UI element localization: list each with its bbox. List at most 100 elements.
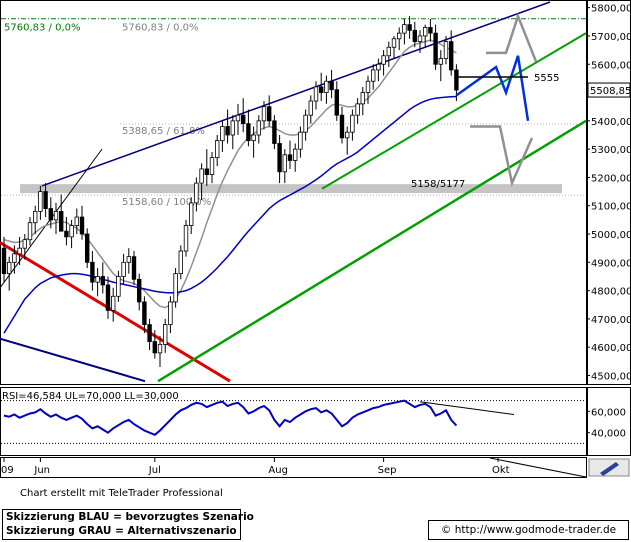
- candle: [225, 109, 230, 144]
- price-tick-label: 5200,00: [591, 173, 631, 184]
- legend-grey: Skizzierung GRAU = Alternativszenario: [6, 525, 237, 537]
- price-tick-label: 5700,00: [591, 32, 631, 43]
- candle-body: [100, 276, 105, 286]
- candle: [204, 149, 209, 186]
- candle-body: [79, 216, 85, 235]
- candle: [220, 120, 225, 152]
- rsi-panel-frame: [0, 387, 587, 456]
- price-axis: 4500,00 4600,00 4700,00 4800,00 4900,00 5000,…: [586, 4, 631, 383]
- candle-body: [17, 247, 22, 255]
- candle: [111, 287, 116, 322]
- candle: [433, 24, 438, 70]
- candle-body: [412, 29, 417, 43]
- candle-body: [417, 35, 423, 43]
- candle-body: [355, 103, 360, 116]
- candle: [131, 251, 137, 285]
- candle: [428, 18, 433, 42]
- candle: [48, 197, 53, 229]
- candle-body: [261, 106, 267, 122]
- candle-body: [22, 239, 27, 249]
- candle-body: [235, 114, 241, 122]
- candle-body: [131, 256, 137, 280]
- current-price-label: 5508,85: [590, 86, 631, 97]
- candle-body: [121, 261, 126, 277]
- candle: [365, 75, 371, 104]
- candle: [292, 143, 298, 172]
- rsi-tick-label: 60,000: [591, 407, 626, 418]
- annotations: 5555 5158/5177: [411, 73, 559, 190]
- candle-body: [194, 182, 199, 204]
- candle-body: [173, 273, 178, 303]
- candle: [183, 219, 189, 257]
- candle: [79, 205, 85, 240]
- candle: [194, 177, 199, 212]
- candle: [303, 109, 308, 141]
- current-price-box: [587, 82, 631, 98]
- candle: [422, 24, 428, 48]
- candle: [188, 197, 194, 235]
- candle-body: [324, 80, 329, 93]
- nav-button[interactable]: [588, 458, 630, 477]
- candle-body: [59, 210, 64, 232]
- level-label-high-mid: 5760,83 / 0,0%: [122, 23, 198, 34]
- candle: [334, 81, 339, 121]
- candle: [33, 205, 38, 235]
- candle-body: [339, 114, 345, 139]
- price-tick-label: 5800,00: [591, 4, 631, 15]
- candle: [344, 126, 350, 155]
- candle-body: [7, 261, 12, 275]
- candle-body: [402, 24, 407, 34]
- candle-body: [350, 114, 355, 133]
- candle: [407, 16, 412, 39]
- candle: [1, 236, 7, 283]
- candle-body: [95, 276, 100, 283]
- candle: [85, 228, 90, 268]
- candle: [43, 183, 48, 218]
- candle-body: [27, 222, 33, 241]
- candle: [173, 267, 178, 308]
- candle-body: [396, 32, 402, 40]
- candle-body: [69, 225, 74, 238]
- candle: [209, 151, 215, 184]
- green-long-support-line: [157, 119, 587, 383]
- price-axis-frame: [587, 0, 631, 385]
- candle: [324, 75, 329, 104]
- candle: [329, 69, 334, 99]
- candle-body: [313, 86, 319, 102]
- candle: [246, 109, 251, 147]
- candle: [360, 86, 365, 116]
- candle-body: [272, 120, 277, 144]
- rsi-trend-line: [419, 401, 515, 416]
- candle-body: [162, 324, 168, 345]
- candle-body: [256, 120, 261, 136]
- rsi-axis-frame: [587, 387, 631, 456]
- price-tick-label: 4800,00: [591, 287, 631, 298]
- source-url[interactable]: © http://www.godmode-trader.de: [428, 520, 629, 540]
- candle: [136, 273, 142, 311]
- candle: [438, 50, 443, 82]
- candle-body: [287, 154, 293, 161]
- candle-body: [428, 27, 433, 34]
- candle: [370, 64, 376, 90]
- candle-body: [381, 55, 386, 65]
- candle-body: [376, 63, 381, 71]
- candle-body: [214, 140, 220, 159]
- upper-channel-line: [41, 1, 551, 187]
- annotation-5158-5177: 5158/5177: [411, 179, 465, 190]
- candle: [277, 134, 282, 184]
- candle-body: [43, 191, 48, 209]
- price-panel-frame: [0, 0, 587, 385]
- candle-body: [157, 343, 163, 354]
- price-tick-label: 5300,00: [591, 145, 631, 156]
- time-axis-frame: [0, 457, 587, 478]
- candle-body: [33, 210, 38, 224]
- candle-body: [251, 134, 256, 142]
- candle-body: [438, 58, 443, 65]
- candle: [251, 126, 256, 158]
- candle: [142, 296, 147, 334]
- candle: [287, 140, 293, 169]
- candle: [350, 109, 355, 141]
- time-tick-label: 09: [1, 465, 14, 476]
- candle-body: [448, 41, 454, 71]
- candle: [298, 126, 303, 158]
